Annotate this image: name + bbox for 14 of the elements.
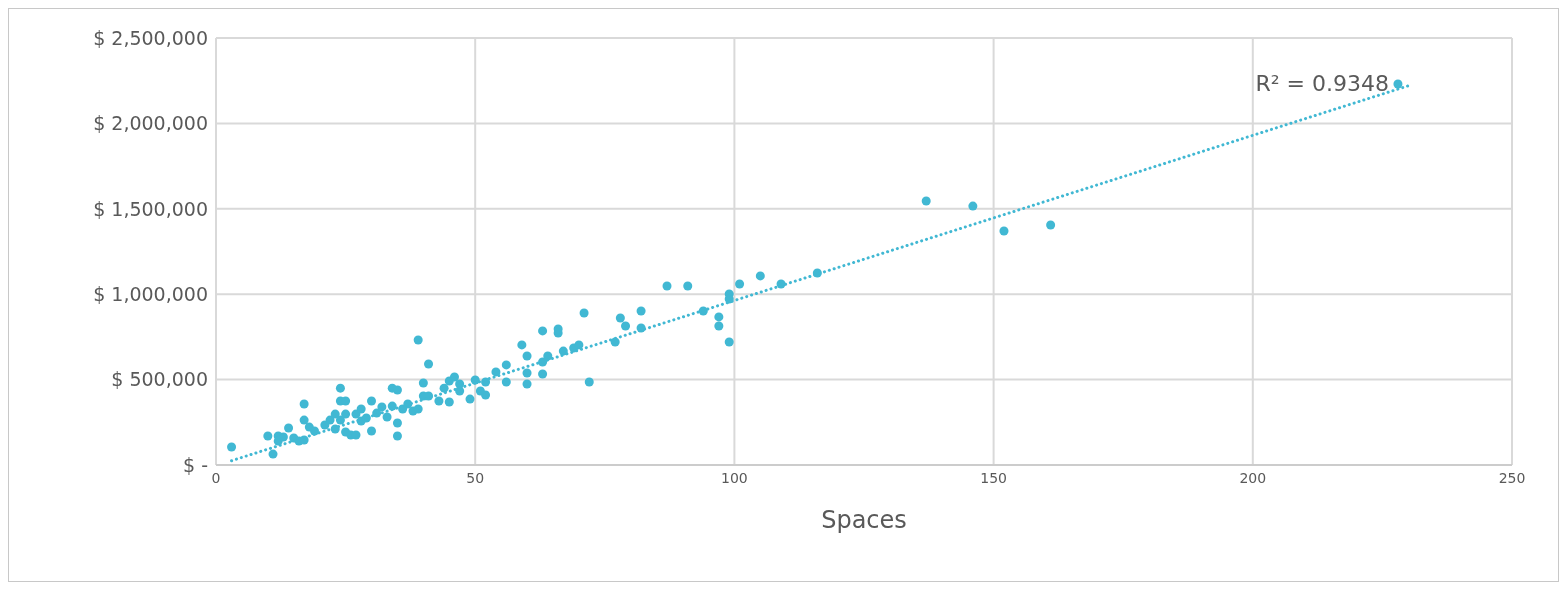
x-tick-label: 150 — [980, 469, 1007, 486]
y-tick-label: $ 2,500,000 — [93, 26, 208, 49]
x-tick-label: 250 — [1498, 469, 1526, 486]
x-tick-label: 200 — [1239, 469, 1267, 486]
y-tick-label: $ 1,500,000 — [93, 197, 208, 220]
y-tick-label: $ 500,000 — [111, 368, 208, 391]
y-tick-label: $ - — [183, 453, 208, 476]
y-tick-label: $ 1,000,000 — [93, 282, 208, 305]
x-axis-title: Spaces — [821, 506, 907, 535]
x-tick-label: 50 — [466, 469, 485, 486]
x-tick-label: 100 — [721, 469, 748, 486]
annotation: R² = 0.9348 — [1255, 71, 1389, 96]
x-tick-label: 0 — [211, 469, 221, 486]
y-tick-label: $ 2,000,000 — [93, 112, 208, 135]
